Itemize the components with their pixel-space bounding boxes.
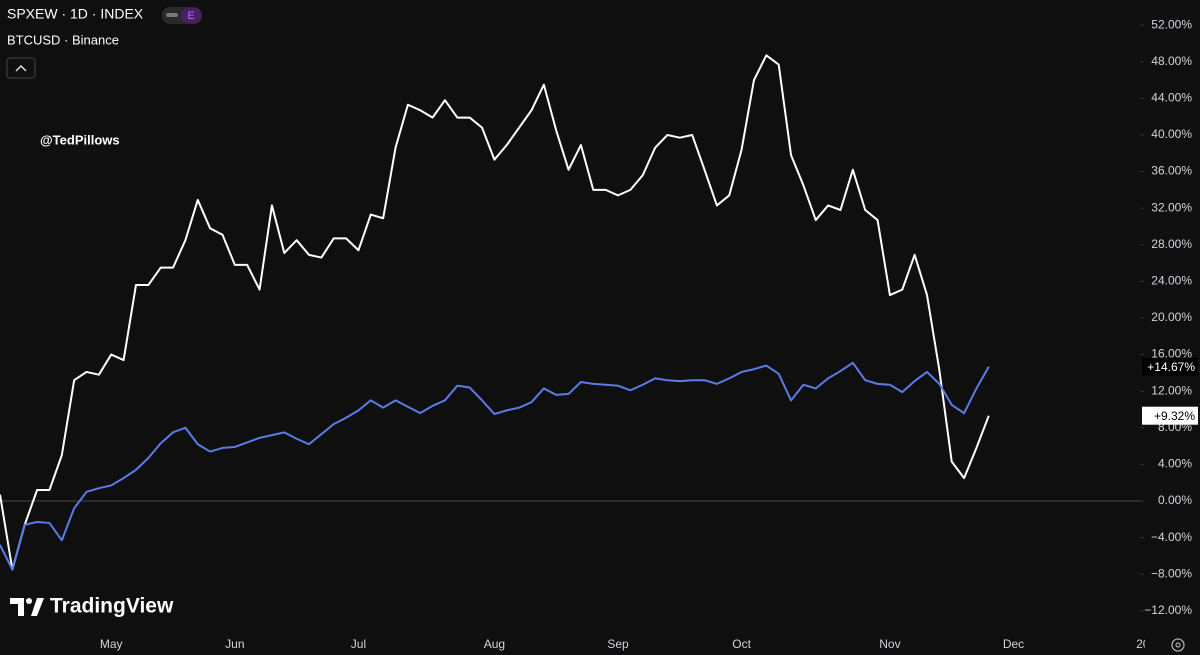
y-tick-label: 32.00% [1151,200,1192,214]
watermark-text: TradingView [50,595,174,618]
toggle-icon [166,13,178,17]
y-tick-label: 36.00% [1151,164,1192,178]
plot-area [0,54,1140,571]
y-tick-label: 4.00% [1158,457,1192,471]
y-axis: 52.00% 48.00% 44.00% 40.00% 36.00% 32.00% 28.0… [1140,17,1198,617]
x-tick-label: Sep [607,637,629,651]
y-tick-label: 48.00% [1151,54,1192,68]
badge-label: E [187,10,194,22]
badge-e [181,8,201,23]
x-tick-label: Jun [225,637,244,651]
y-tick-label: 24.00% [1151,274,1192,288]
y-tick-label: 16.00% [1151,347,1192,361]
gear[interactable] [1171,638,1185,652]
settings-icon[interactable] [1171,638,1185,652]
last-value-box [1142,406,1198,425]
y-tick-label: −4.00% [1151,530,1192,544]
watermark-logo: TradingView [10,595,174,618]
x-tick-label: Oct [732,637,751,651]
x-tick-label: 2025 [1136,637,1163,651]
last-value-box [1142,357,1198,376]
y-tick-label: 28.00% [1151,237,1192,251]
y-tick-label: 0.00% [1158,493,1192,507]
y-tick-label: −12.00% [1144,603,1192,617]
last-value-label: +9.32% [1154,409,1195,423]
collapse-button[interactable] [6,57,36,79]
legend: SPXEW · 1D · INDEX E BTCUSD · Binance [6,6,202,79]
logo-slash [31,598,44,616]
last-value-label: +14.67% [1147,360,1195,374]
annotation: @TedPillows [40,132,120,147]
gear-center [1175,642,1181,648]
y-tick-label: 40.00% [1151,127,1192,141]
collapse-icon [15,64,27,72]
y-tick-label: 52.00% [1151,17,1192,31]
logo-dot [26,598,32,604]
chart-title: SPXEW · 1D · INDEX [7,6,144,22]
y-tick-label: 44.00% [1151,91,1192,105]
legend-series: BTCUSD · Binance [7,32,119,47]
x-tick-label: Dec [1003,637,1024,651]
y-tick-label: 20.00% [1151,310,1192,324]
x-tick-label: Aug [484,637,505,651]
series-line [0,54,990,571]
x-axis: May Jun Jul Aug Sep Oct Nov Dec 2025 [100,637,1163,651]
y-tick-label: −8.00% [1151,566,1192,580]
x-tick-label: May [100,637,123,651]
logo-mark [10,598,24,616]
x-tick-label: Jul [351,637,366,651]
x-tick-label: Nov [879,637,900,651]
y-tick-label: 12.00% [1151,383,1192,397]
series-line [0,361,990,571]
